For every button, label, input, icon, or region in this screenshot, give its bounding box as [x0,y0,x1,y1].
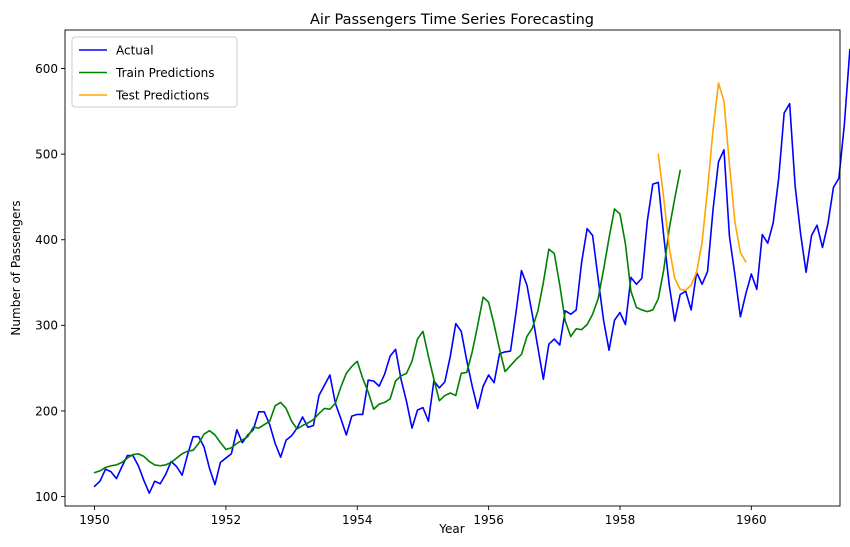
y-axis-label: Number of Passengers [9,200,23,335]
y-axis: 100 200 300 400 500 600 [35,62,65,504]
legend: Actual Train Predictions Test Prediction… [71,36,238,108]
series-line-actual [93,48,850,494]
legend-label-actual: Actual [116,44,154,58]
x-tick-label: 1956 [473,513,504,527]
plot-frame [64,29,841,507]
y-tick-label: 300 [35,319,58,333]
series-layer [93,48,850,494]
plot-area [64,29,850,507]
series-line-test-predictions [657,82,747,292]
legend-label-train-predictions: Train Predictions [115,66,214,80]
plot-background [65,30,840,506]
x-tick-label: 1958 [605,513,636,527]
chart-title: Air Passengers Time Series Forecasting [310,12,594,28]
x-tick-label: 1954 [342,513,373,527]
x-tick-label: 1960 [736,513,767,527]
y-tick-label: 100 [35,490,58,504]
legend-label-test-predictions: Test Predictions [115,89,209,103]
y-tick-label: 500 [35,147,58,161]
x-axis-label: Year [438,522,464,536]
y-tick-label: 200 [35,404,58,418]
x-tick-label: 1950 [79,513,110,527]
y-tick-label: 600 [35,62,58,76]
y-tick-label: 400 [35,233,58,247]
x-axis: 1950 1952 1954 1956 1958 1960 [79,506,767,527]
series-line-train-predictions [93,169,681,474]
legend-frame [71,36,238,108]
x-tick-label: 1952 [211,513,242,527]
